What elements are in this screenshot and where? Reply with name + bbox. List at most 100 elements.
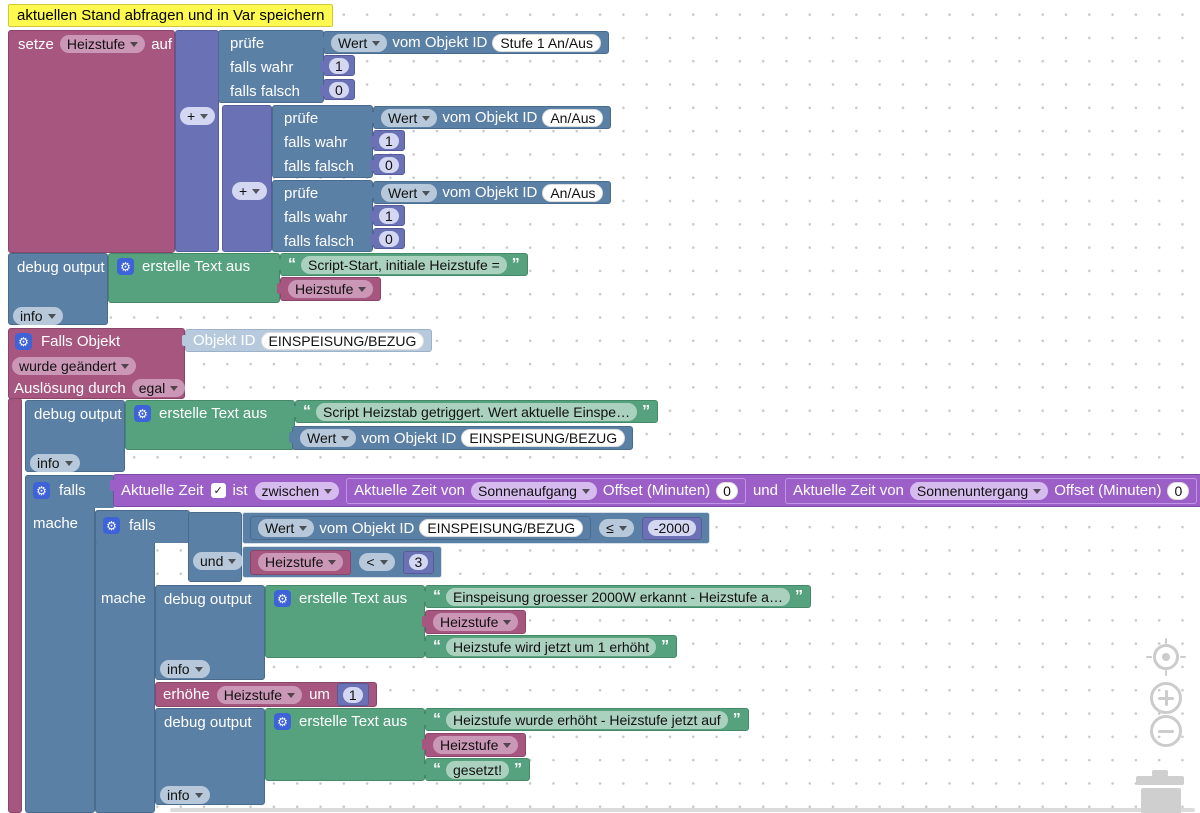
astro-dropdown-sonnenaufgang[interactable]: Sonnenaufgang bbox=[471, 481, 597, 500]
shadow-number-increment[interactable]: 1 bbox=[336, 683, 369, 706]
block-falls-outer[interactable]: falls bbox=[25, 475, 115, 508]
variable-dropdown-heizstufe[interactable]: Heizstufe bbox=[433, 613, 519, 631]
block-variable-heizstufe[interactable]: Heizstufe bbox=[421, 733, 527, 757]
block-text-increased[interactable]: “ Heizstufe wurde erhöht - Heizstufe jet… bbox=[422, 708, 749, 731]
block-text-detected[interactable]: “ Einspeisung groesser 2000W erkannt - H… bbox=[422, 585, 811, 608]
shadow-number-0[interactable]: 0 bbox=[320, 79, 355, 100]
block-debug-1[interactable]: debug output info bbox=[8, 253, 108, 325]
block-set-variable[interactable]: setze Heizstufe auf bbox=[8, 30, 175, 253]
block-create-text-4[interactable]: erstelle Text aus bbox=[265, 708, 425, 781]
text-field[interactable]: Script Heizstab getriggert. Wert aktuell… bbox=[316, 402, 638, 421]
block-debug-3[interactable]: debug output info bbox=[155, 585, 265, 680]
block-variable-heizstufe[interactable]: Heizstufe bbox=[250, 549, 352, 575]
text-field[interactable]: Einspeisung groesser 2000W erkannt - Hei… bbox=[446, 587, 790, 606]
offset-field[interactable]: 0 bbox=[1167, 481, 1190, 500]
mutator-gear-icon[interactable] bbox=[134, 405, 151, 422]
compare-operator-dropdown[interactable]: < bbox=[359, 553, 395, 571]
shadow-number-3[interactable]: 3 bbox=[402, 550, 435, 574]
oid-field[interactable]: An/Aus bbox=[542, 108, 604, 127]
wert-dropdown[interactable]: Wert bbox=[381, 183, 438, 202]
block-text-set[interactable]: “ gesetzt! ” bbox=[421, 758, 531, 781]
operator-dropdown-plus[interactable]: + bbox=[180, 107, 216, 125]
text-field[interactable]: Heizstufe wurde erhöht - Heizstufe jetzt… bbox=[446, 710, 728, 729]
wert-dropdown[interactable]: Wert bbox=[258, 519, 315, 537]
number-field[interactable]: 0 bbox=[379, 156, 399, 173]
astro-dropdown-sonnenuntergang[interactable]: Sonnenuntergang bbox=[909, 481, 1049, 500]
workspace-comment[interactable]: aktuellen Stand abfragen und in Var spei… bbox=[8, 4, 334, 27]
block-on-change[interactable]: Falls Objekt wurde geändert Auslösung du… bbox=[8, 328, 186, 399]
logic-operator-dropdown[interactable]: und bbox=[193, 552, 244, 570]
block-compare-einspeisung[interactable]: Wert vom Objekt ID EINSPEISUNG/BEZUG ≤ -… bbox=[242, 512, 710, 544]
block-objekt-id[interactable]: Objekt ID EINSPEISUNG/BEZUG bbox=[181, 329, 433, 352]
loglevel-dropdown[interactable]: info bbox=[13, 307, 63, 325]
block-create-text-3[interactable]: erstelle Text aus bbox=[265, 585, 425, 658]
loglevel-dropdown[interactable]: info bbox=[30, 454, 80, 472]
variable-dropdown-heizstufe[interactable]: Heizstufe bbox=[258, 553, 344, 571]
mutator-gear-icon[interactable] bbox=[33, 482, 50, 499]
shadow-number-1[interactable]: 1 bbox=[320, 55, 355, 76]
shadow-number-1[interactable]: 1 bbox=[370, 205, 405, 226]
block-text-increase[interactable]: “ Heizstufe wird jetzt um 1 erhöht ” bbox=[421, 635, 678, 658]
block-astro-time-1[interactable]: Aktuelle Zeit von Sonnenaufgang Offset (… bbox=[346, 477, 746, 504]
horizontal-scrollbar[interactable] bbox=[170, 808, 1195, 812]
block-pruefe-3[interactable]: prüfe falls wahr falls falsch bbox=[272, 180, 373, 252]
variable-dropdown-heizstufe[interactable]: Heizstufe bbox=[288, 280, 374, 298]
mutator-gear-icon[interactable] bbox=[103, 517, 120, 534]
block-logic-und[interactable]: und bbox=[188, 512, 244, 582]
block-variable-heizstufe[interactable]: Heizstufe bbox=[421, 610, 527, 634]
trigger-dropdown[interactable]: egal bbox=[131, 379, 186, 397]
shadow-number-minus2000[interactable]: -2000 bbox=[641, 516, 702, 540]
shadow-number-0[interactable]: 0 bbox=[370, 154, 405, 175]
oid-field[interactable]: EINSPEISUNG/BEZUG bbox=[260, 331, 425, 350]
mutator-gear-icon[interactable] bbox=[117, 258, 134, 275]
mutator-gear-icon[interactable] bbox=[274, 590, 291, 607]
block-increment-variable[interactable]: erhöhe Heizstufe um 1 bbox=[155, 682, 377, 707]
number-field[interactable]: 1 bbox=[379, 132, 399, 149]
number-field[interactable]: 3 bbox=[408, 554, 429, 570]
block-time-condition[interactable]: Aktuelle Zeit ✓ ist zwischen Aktuelle Ze… bbox=[109, 474, 1200, 507]
oid-field[interactable]: Stufe 1 An/Aus bbox=[492, 33, 601, 52]
number-field[interactable]: 1 bbox=[379, 207, 399, 224]
block-get-value-einspeisung-1[interactable]: Wert vom Objekt ID EINSPEISUNG/BEZUG bbox=[288, 426, 634, 450]
block-compare-heizstufe[interactable]: Heizstufe < 3 bbox=[242, 546, 443, 578]
number-field[interactable]: -2000 bbox=[647, 520, 696, 536]
variable-dropdown-heizstufe[interactable]: Heizstufe bbox=[59, 35, 146, 53]
block-astro-time-2[interactable]: Aktuelle Zeit von Sonnenuntergang Offset… bbox=[785, 477, 1198, 504]
oid-field[interactable]: EINSPEISUNG/BEZUG bbox=[419, 519, 584, 537]
variable-dropdown-heizstufe[interactable]: Heizstufe bbox=[433, 736, 519, 754]
compare-operator-dropdown[interactable]: ≤ bbox=[599, 519, 634, 537]
block-arithmetic-outer[interactable]: + bbox=[175, 30, 219, 252]
shadow-number-0[interactable]: 0 bbox=[370, 228, 405, 249]
block-get-value-einspeisung-2[interactable]: Wert vom Objekt ID EINSPEISUNG/BEZUG bbox=[250, 516, 592, 540]
block-get-value-stufe1[interactable]: Wert vom Objekt ID Stufe 1 An/Aus bbox=[320, 31, 609, 54]
block-pruefe-2[interactable]: prüfe falls wahr falls falsch bbox=[272, 105, 373, 178]
change-type-dropdown[interactable]: wurde geändert bbox=[12, 357, 137, 375]
text-field[interactable]: Script-Start, initiale Heizstufe = bbox=[301, 255, 507, 274]
wert-dropdown[interactable]: Wert bbox=[381, 108, 438, 127]
oid-field[interactable]: EINSPEISUNG/BEZUG bbox=[461, 429, 626, 447]
number-field[interactable]: 0 bbox=[379, 230, 399, 247]
wert-dropdown[interactable]: Wert bbox=[331, 33, 388, 52]
block-create-text-1[interactable]: erstelle Text aus bbox=[108, 253, 280, 303]
block-arithmetic-inner[interactable]: + bbox=[222, 105, 272, 252]
text-field[interactable]: gesetzt! bbox=[446, 760, 510, 779]
number-field[interactable]: 1 bbox=[329, 57, 349, 74]
block-debug-2[interactable]: debug output info bbox=[25, 400, 125, 472]
mutator-gear-icon[interactable] bbox=[15, 333, 32, 350]
loglevel-dropdown[interactable]: info bbox=[160, 660, 210, 678]
wert-dropdown[interactable]: Wert bbox=[300, 429, 357, 447]
text-field[interactable]: Heizstufe wird jetzt um 1 erhöht bbox=[446, 637, 657, 656]
block-get-value-anaus-2[interactable]: Wert vom Objekt ID An/Aus bbox=[369, 181, 612, 204]
block-text-start[interactable]: “ Script-Start, initiale Heizstufe = ” bbox=[277, 253, 528, 276]
block-debug-4[interactable]: debug output info bbox=[155, 708, 265, 805]
offset-field[interactable]: 0 bbox=[716, 481, 738, 500]
time-compare-dropdown[interactable]: zwischen bbox=[254, 481, 340, 500]
number-field[interactable]: 0 bbox=[329, 81, 349, 98]
shadow-number-1[interactable]: 1 bbox=[370, 130, 405, 151]
loglevel-dropdown[interactable]: info bbox=[160, 786, 210, 804]
block-text-triggered[interactable]: “ Script Heizstab getriggert. Wert aktue… bbox=[291, 400, 659, 423]
block-variable-heizstufe[interactable]: Heizstufe bbox=[276, 277, 382, 301]
block-pruefe-1[interactable]: prüfe falls wahr falls falsch bbox=[218, 30, 324, 103]
oid-field[interactable]: An/Aus bbox=[542, 183, 604, 202]
